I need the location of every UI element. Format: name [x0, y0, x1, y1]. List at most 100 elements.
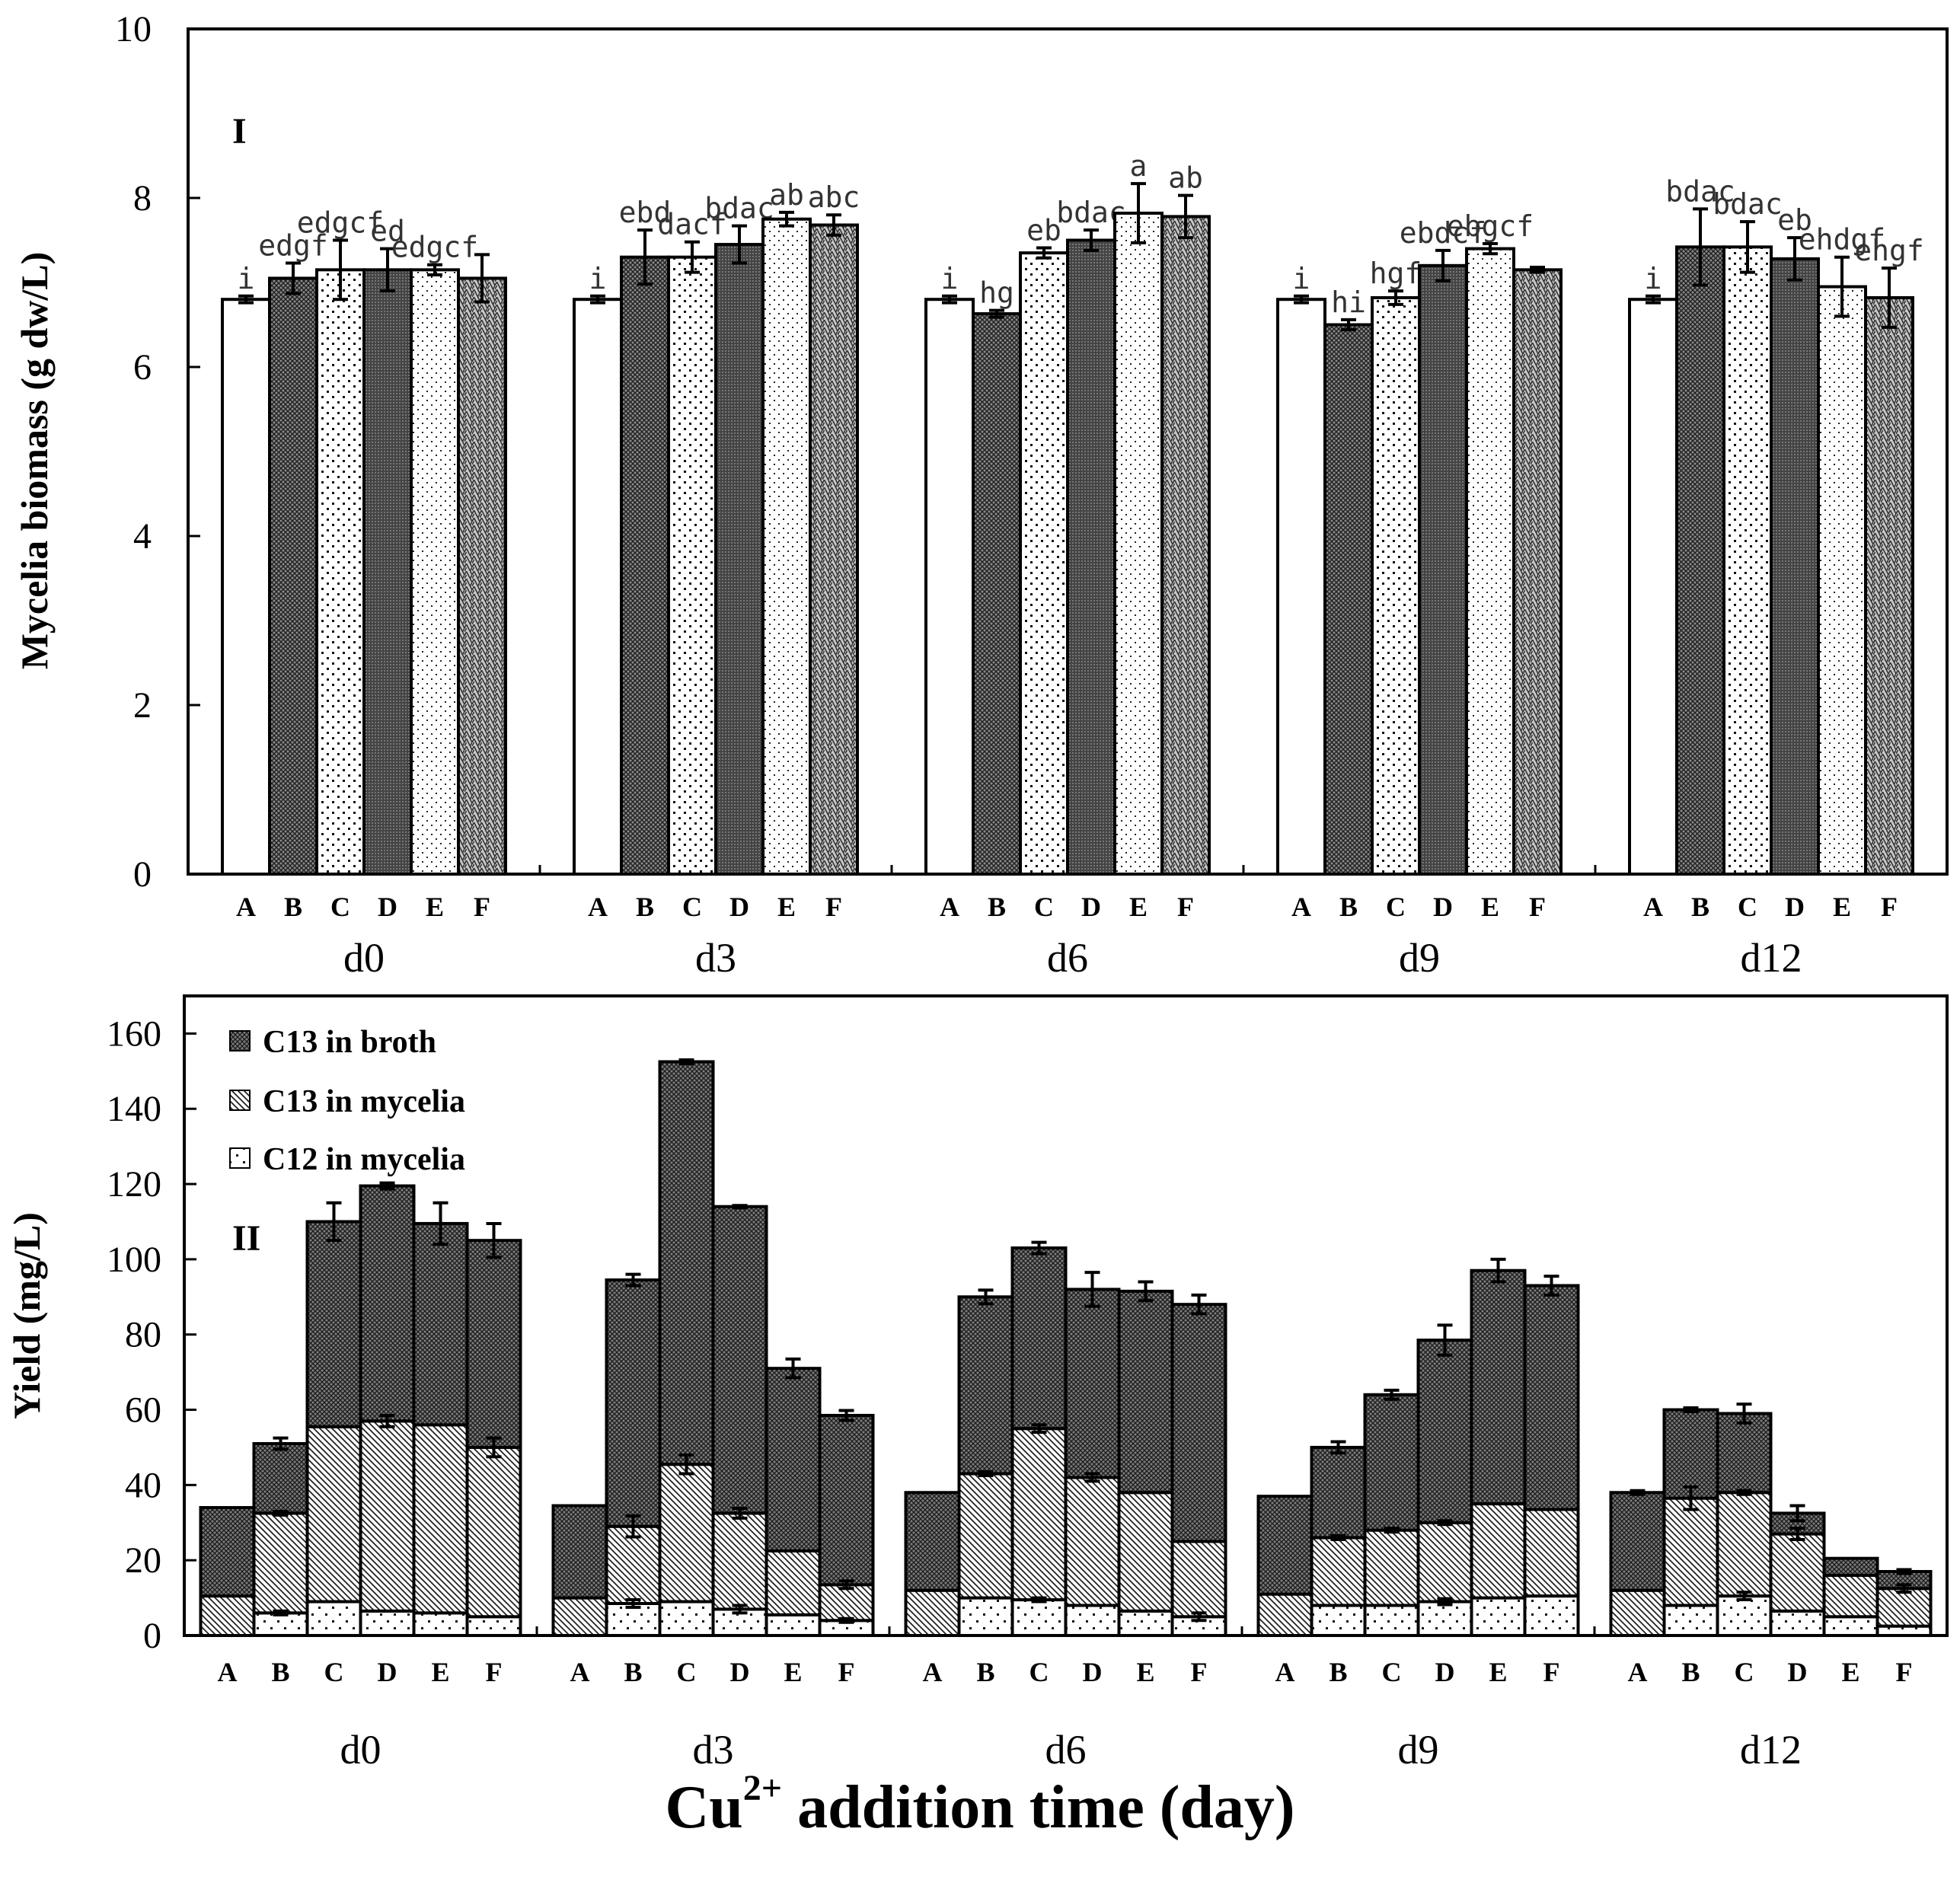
- panel1-bar-d0-A: [221, 298, 271, 876]
- panel1-bar-d0-C: [315, 268, 366, 876]
- panel2-bar-d0-F-broth: [465, 1239, 522, 1449]
- panel2-category-label: F: [486, 1657, 503, 1687]
- panel2-bar-d12-E-broth: [1822, 1556, 1879, 1577]
- panel2-category-label: B: [271, 1657, 289, 1687]
- panel2-category-label: C: [1382, 1657, 1402, 1687]
- panel1-bar-d3-D: [714, 243, 765, 876]
- panel1-bar-d6-D: [1066, 238, 1116, 876]
- panel1-sig-letter: edgcf: [391, 231, 478, 264]
- panel2-group-label: d3: [693, 1727, 734, 1773]
- panel1-bar-d3-C: [667, 255, 717, 876]
- panel2-bar-d6-D-broth: [1064, 1288, 1121, 1479]
- panel2-category-label: B: [976, 1657, 994, 1687]
- panel2-category-label: B: [624, 1657, 642, 1687]
- panel2-category-label: A: [570, 1657, 590, 1687]
- panel2-category-label: E: [784, 1657, 802, 1687]
- panel2-bar-d6-B-c12: [957, 1596, 1014, 1637]
- panel1-category-label: C: [682, 892, 702, 922]
- panel1-sig-letter: hg: [979, 276, 1014, 310]
- panel2-bars: A B C D E Fd0 A B C D E Fd3 A B C D E Fd6 A B C D E Fd9 A B C D E Fd1…: [199, 1058, 1933, 1773]
- panel2-bar-d6-B-mycelia: [957, 1472, 1014, 1600]
- panel2-category-label: A: [1628, 1657, 1648, 1687]
- panel1-category-label: A: [1291, 892, 1311, 922]
- panel2-bar-d3-C-c12: [658, 1600, 715, 1637]
- panel1-bar-d12-F: [1864, 295, 1914, 876]
- panel1-category-label: F: [1881, 892, 1898, 922]
- panel1-bar-d12-D: [1770, 257, 1820, 876]
- panel2-category-label: E: [1136, 1657, 1154, 1687]
- panel1-bar-d3-E: [761, 217, 812, 876]
- panel2-bar-d6-A-broth: [904, 1491, 961, 1592]
- panel1-category-label: C: [1034, 892, 1054, 922]
- panel1-ytick-label: 2: [133, 685, 152, 726]
- legend-label-mycelia: C13 in mycelia: [263, 1084, 465, 1119]
- panel1-category-label: A: [236, 892, 256, 922]
- panel2-bar-d6-E-broth: [1117, 1289, 1174, 1495]
- legend-label-c12: C12 in mycelia: [263, 1142, 465, 1177]
- panel2-bar-d9-B-c12: [1310, 1604, 1367, 1638]
- legend-swatch-mycelia: [229, 1090, 251, 1111]
- panel1-sig-letter: eb: [1026, 213, 1061, 247]
- panel2-bar-d12-D-mycelia: [1769, 1532, 1826, 1613]
- panel2-category-label: B: [1681, 1657, 1700, 1687]
- panel2-category-label: D: [1435, 1657, 1455, 1687]
- panel2-bar-d9-C-mycelia: [1363, 1528, 1420, 1607]
- panel2-bar-d6-C-c12: [1010, 1598, 1068, 1638]
- panel1-ytick-label: 4: [133, 516, 152, 557]
- panel2-bar-d0-E-broth: [412, 1221, 469, 1427]
- panel1-category-label: C: [330, 892, 350, 922]
- panel1-sig-letter: ab: [1168, 161, 1203, 195]
- panel1-bar-d0-D: [362, 268, 413, 876]
- panel2-ytick-label: 160: [107, 1013, 161, 1054]
- panel2-ytick-label: 140: [107, 1089, 161, 1129]
- panel2-bar-d0-A-mycelia: [199, 1594, 256, 1638]
- panel2-bar-d6-A-mycelia: [904, 1588, 961, 1637]
- panel2-bar-d9-E-broth: [1470, 1269, 1527, 1506]
- panel2-ytick-label: 60: [125, 1390, 161, 1431]
- panel1-bar-d9-D: [1418, 263, 1468, 876]
- panel2-bar-d3-E-c12: [765, 1613, 822, 1637]
- panel1-category-label: E: [1481, 892, 1499, 922]
- panel2-bar-d3-C-broth: [658, 1060, 715, 1466]
- panel1-category-label: D: [1785, 892, 1805, 922]
- panel2-bar-d12-B-broth: [1662, 1408, 1719, 1500]
- legend-swatch-c12: [229, 1147, 251, 1169]
- panel1-bar-d6-C: [1019, 251, 1069, 876]
- panel2-group-label: d0: [340, 1727, 381, 1773]
- panel1-bar-d6-A: [924, 298, 975, 876]
- panel2-bar-d9-F-mycelia: [1523, 1508, 1580, 1598]
- panel1-bar-d9-B: [1323, 323, 1374, 876]
- panel2-bar-d12-B-mycelia: [1662, 1496, 1719, 1607]
- panel1-sig-letter: edgf: [258, 228, 328, 262]
- panel2-bar-d3-B-broth: [605, 1278, 662, 1528]
- panel1-y-axis: 0 2 4 6 8 10: [115, 9, 1597, 895]
- panel1-sig-letter: a: [1130, 149, 1148, 183]
- panel1-sig-letter: edgcf: [297, 206, 384, 240]
- panel2-bar-d3-F-broth: [818, 1413, 875, 1587]
- panel1-category-label: D: [729, 892, 749, 922]
- panel1-ylabel: Mycelia biomass (g dw/L): [13, 252, 56, 670]
- panel1-bar-d6-B: [972, 312, 1022, 876]
- panel2-bar-d9-B-mycelia: [1310, 1536, 1367, 1607]
- panel2-group-label: d12: [1740, 1727, 1802, 1773]
- panel2-bar-d9-B-broth: [1310, 1445, 1367, 1540]
- panel2-bar-d6-F-broth: [1170, 1303, 1227, 1543]
- panel2-bar-d3-A-broth: [551, 1504, 608, 1600]
- panel1-sig-letter: bdac: [1713, 187, 1783, 221]
- legend-label-broth: C13 in broth: [263, 1025, 436, 1060]
- panel1-bar-d3-A: [573, 298, 623, 876]
- panel2-bar-d0-D-broth: [359, 1184, 416, 1423]
- panel2-bar-d12-B-c12: [1662, 1604, 1719, 1638]
- panel2-bar-d12-C-c12: [1716, 1594, 1773, 1638]
- panel2-category-label: D: [730, 1657, 750, 1687]
- panel2-bar-d6-D-mycelia: [1064, 1476, 1121, 1607]
- panel2-bar-d3-E-mycelia: [765, 1549, 822, 1616]
- panel2-category-label: A: [923, 1657, 943, 1687]
- panel1-bar-d3-F: [809, 223, 859, 876]
- panel1-sig-letter: abc: [808, 180, 860, 214]
- panel2-category-label: F: [838, 1657, 855, 1687]
- panel2-category-label: F: [1543, 1657, 1560, 1687]
- panel2-bar-d12-F-mycelia: [1875, 1587, 1933, 1628]
- panel1-ytick-label: 8: [133, 178, 152, 219]
